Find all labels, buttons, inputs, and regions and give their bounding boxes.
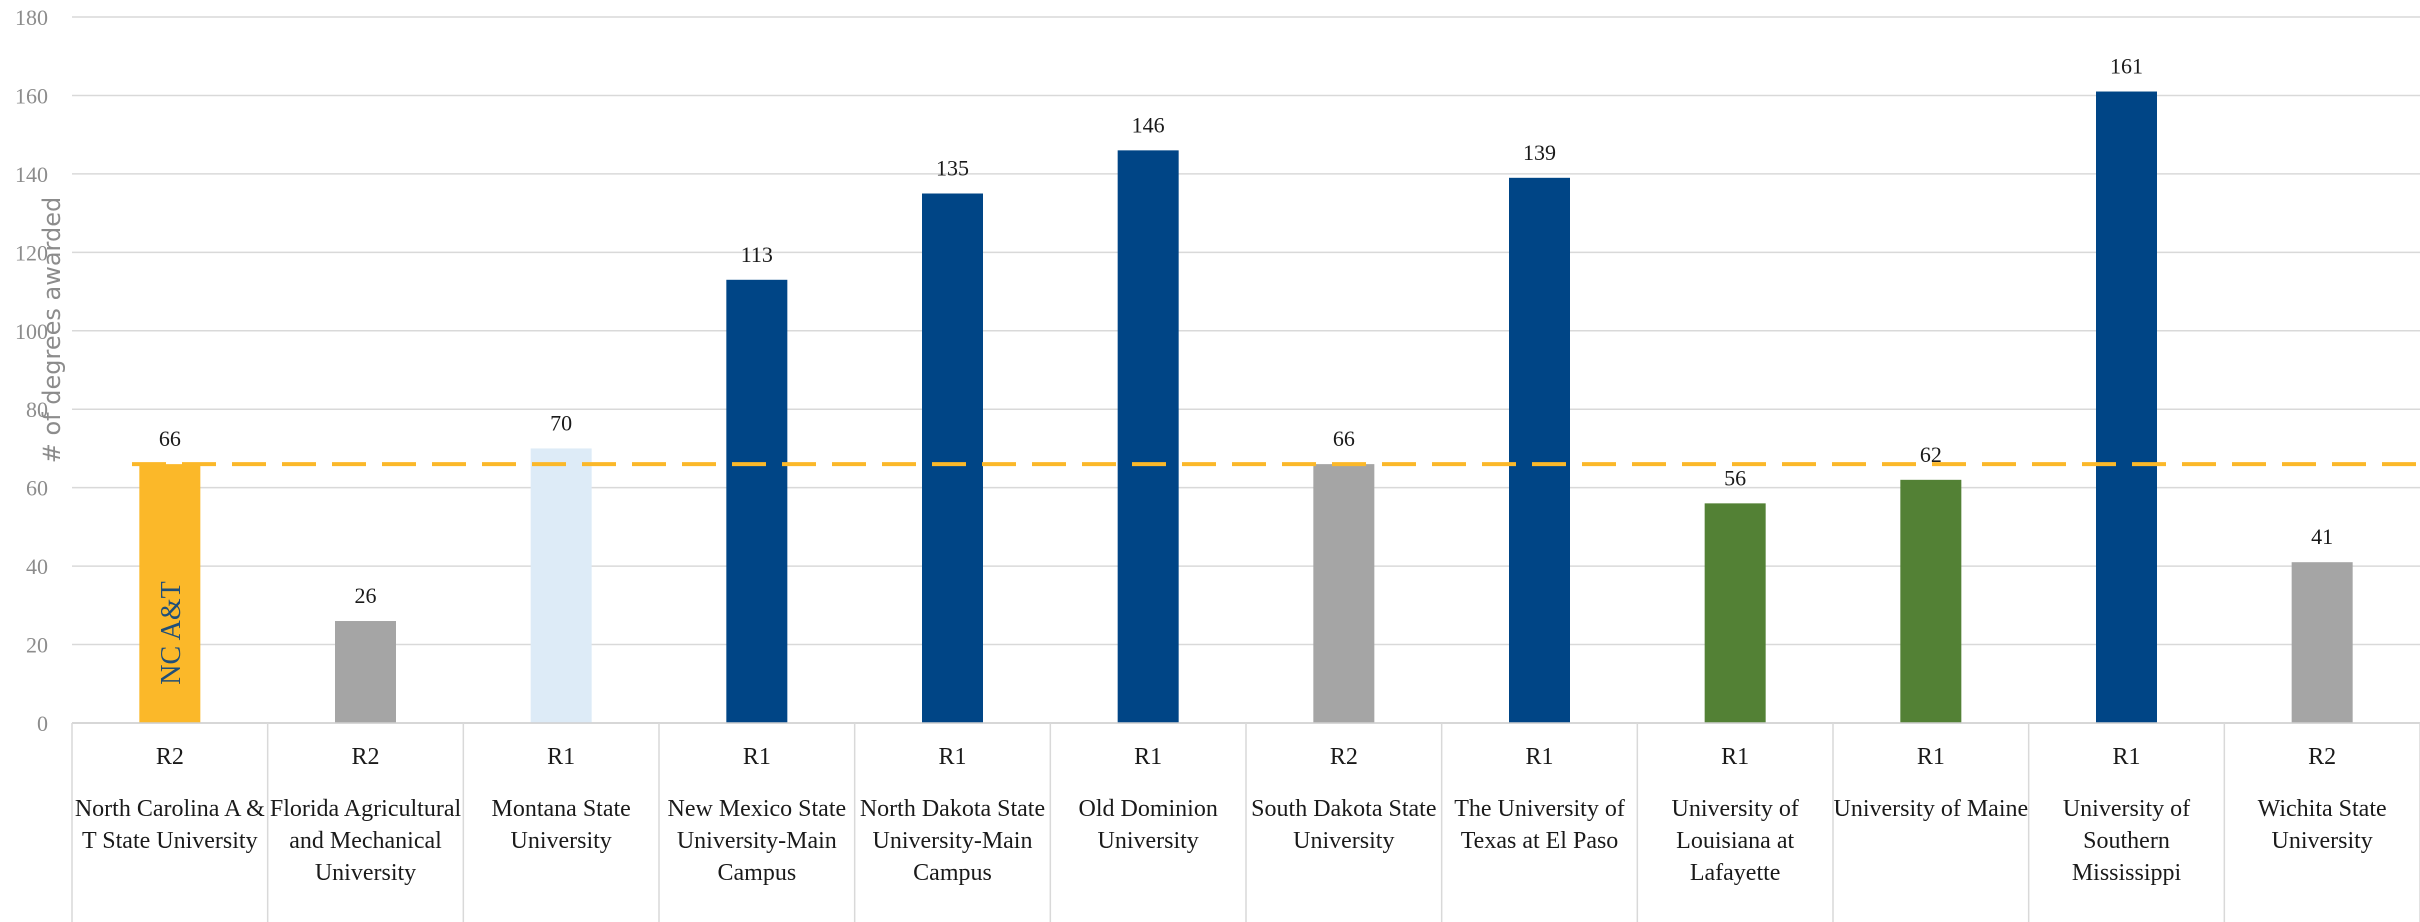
group-label: R1: [1721, 744, 1750, 770]
category-label: Montana State University: [491, 796, 631, 854]
group-label: R2: [1329, 744, 1358, 770]
data-label: 66: [159, 426, 181, 451]
category-label: North Carolina A & T State University: [74, 796, 265, 854]
y-tick-label: 0: [37, 711, 48, 736]
y-tick-label: 20: [26, 633, 48, 658]
bars: NC A&T: [139, 91, 2353, 724]
category-label: Wichita State University: [2257, 796, 2387, 854]
data-label: 70: [550, 410, 572, 435]
category-table-lines: [71, 722, 2420, 922]
bar: [1704, 503, 1766, 723]
category-label: The University of Texas at El Paso: [1454, 796, 1625, 854]
bar: [922, 193, 983, 723]
data-label: 56: [1724, 465, 1746, 490]
category-label: North Dakota State University-Main Campu…: [859, 796, 1046, 886]
y-axis-ticks: 0 20 40 60 80 100 120 140 160 180: [15, 5, 48, 736]
data-label: 66: [1333, 426, 1355, 451]
group-label: R1: [2112, 744, 2141, 770]
y-tick-label: 60: [26, 476, 48, 501]
y-tick-label: 140: [15, 162, 48, 187]
category-label: University of Maine: [1833, 796, 2029, 822]
group-label: R2: [2308, 744, 2337, 770]
bar: [726, 279, 788, 723]
group-label: R2: [155, 744, 184, 770]
group-label: R1: [938, 744, 967, 770]
group-label: R1: [1525, 744, 1554, 770]
category-label: Florida Agricultural and Mechanical Univ…: [269, 796, 462, 886]
data-label: 26: [355, 583, 377, 608]
y-axis-label: # of degrees awarded: [38, 197, 66, 463]
y-tick-label: 180: [15, 5, 48, 30]
y-tick-label: 120: [15, 240, 48, 265]
y-tick-label: 80: [26, 397, 48, 422]
group-label: R1: [1916, 744, 1945, 770]
gridlines: [72, 16, 2420, 724]
data-label: 41: [2311, 524, 2333, 549]
data-label: 139: [1523, 140, 1556, 165]
category-label: New Mexico State University-Main Campus: [667, 796, 847, 886]
y-tick-label: 100: [15, 319, 48, 344]
bar: [2291, 562, 2353, 723]
y-tick-label: 40: [26, 554, 48, 579]
bar: [1117, 150, 1179, 723]
bar: [1509, 177, 1570, 724]
group-label: R2: [351, 744, 380, 770]
category-label: University of Louisiana at Lafayette: [1671, 796, 1799, 886]
bar: [335, 621, 396, 723]
bar: [2096, 91, 2157, 724]
bar: [139, 464, 201, 723]
group-label: R1: [547, 744, 576, 770]
data-label: 135: [936, 156, 969, 181]
category-label: South Dakota State University: [1251, 796, 1437, 854]
y-tick-label: 160: [15, 83, 48, 108]
category-label: University of Southern Mississippi: [2062, 796, 2191, 886]
group-label: R1: [742, 744, 771, 770]
bar: [1313, 464, 1375, 723]
bar: [530, 448, 592, 723]
data-label: 146: [1132, 112, 1165, 137]
group-label: R1: [1134, 744, 1163, 770]
category-label: Old Dominion University: [1078, 796, 1218, 854]
data-label: 161: [2110, 54, 2143, 79]
data-labels: 66 26 70 113 135 146 66 139 56 62 161 41: [159, 54, 2333, 608]
bar-inner-label: NC A&T: [156, 581, 187, 684]
data-label: 62: [1920, 442, 1942, 467]
bar: [1900, 479, 1962, 723]
data-label: 113: [741, 242, 773, 267]
